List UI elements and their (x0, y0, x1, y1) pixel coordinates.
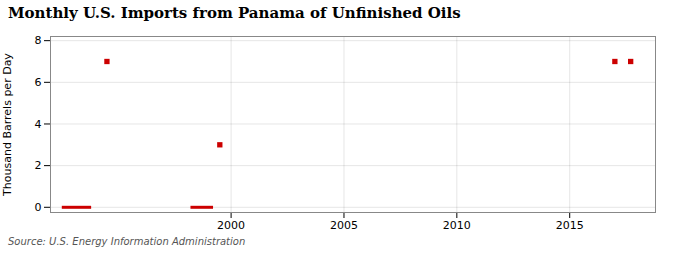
svg-text:4: 4 (35, 117, 42, 130)
svg-text:2000: 2000 (217, 219, 245, 232)
svg-text:2015: 2015 (556, 219, 584, 232)
html-text:Source: U.S. Energy Informatio: Source: U.S. Energy Information Administ… (8, 236, 246, 247)
svg-text:0: 0 (35, 201, 42, 214)
svg-text:Thousand Barrels per Day: Thousand Barrels per Day (1, 53, 14, 197)
svg-text:8: 8 (35, 34, 42, 47)
svg-text:2: 2 (35, 159, 42, 172)
svg-text:2010: 2010 (443, 219, 471, 232)
html-text:Monthly U.S. Imports from Pana: Monthly U.S. Imports from Panama of Unfi… (8, 4, 461, 22)
svg-text:2005: 2005 (330, 219, 358, 232)
svg-text:6: 6 (35, 76, 42, 89)
